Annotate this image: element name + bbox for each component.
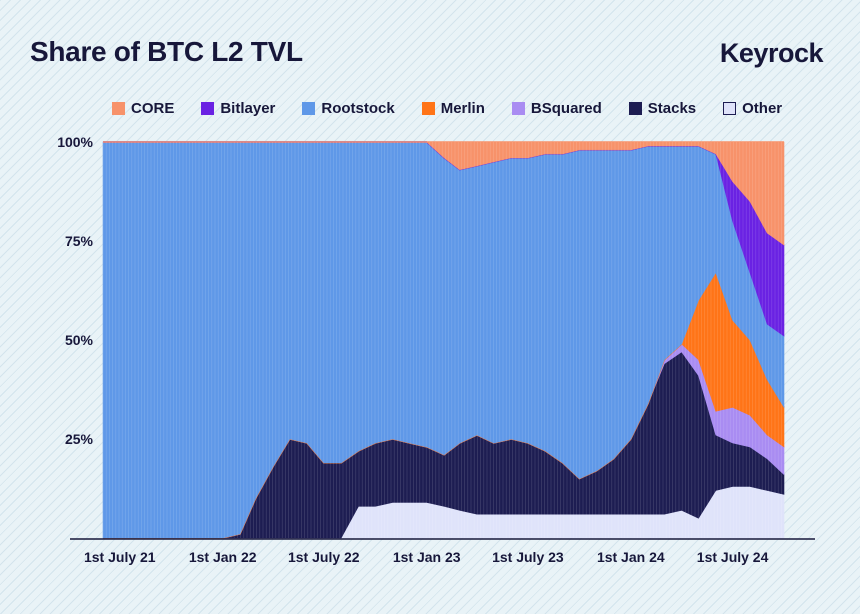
legend: CORE Bitlayer Rootstock Merlin BSquared Stack… <box>112 100 809 117</box>
legend-item-other: Other <box>723 100 782 117</box>
legend-label-other: Other <box>742 100 783 117</box>
legend-label-stacks: Stacks <box>647 100 697 117</box>
area-series-group <box>102 141 785 539</box>
legend-item-merlin: Merlin <box>421 100 485 117</box>
legend-label-bsquared: BSquared <box>530 100 602 117</box>
brand-logo: Keyrock <box>719 38 824 68</box>
legend-swatch-bsquared <box>511 102 525 115</box>
legend-item-stacks: Stacks <box>628 100 697 117</box>
legend-label-bitlayer: Bitlayer <box>220 100 276 117</box>
y-tick-label: 75% <box>65 233 94 249</box>
legend-item-core: CORE <box>112 100 174 117</box>
legend-swatch-stacks <box>628 102 642 115</box>
x-tick-label: 1st Jan 23 <box>393 549 461 565</box>
x-tick-label: 1st July 23 <box>492 549 564 565</box>
legend-swatch-rootstock <box>302 102 316 115</box>
x-tick-label: 1st July 22 <box>288 549 360 565</box>
chart-title: Share of BTC L2 TVL <box>30 36 303 67</box>
legend-swatch-bitlayer <box>201 102 215 115</box>
legend-swatch-core <box>112 102 125 115</box>
legend-label-merlin: Merlin <box>440 100 485 117</box>
x-tick-label: 1st Jan 22 <box>189 549 257 565</box>
bar-texture <box>102 142 782 538</box>
x-tick-label: 1st July 24 <box>697 549 769 565</box>
y-tick-label: 50% <box>65 332 94 348</box>
legend-swatch-merlin <box>421 102 435 115</box>
legend-label-core: CORE <box>131 100 175 117</box>
legend-label-rootstock: Rootstock <box>321 100 395 117</box>
legend-item-bitlayer: Bitlayer <box>201 100 275 117</box>
x-tick-label: 1st July 21 <box>84 549 156 565</box>
y-tick-label: 100% <box>57 134 93 150</box>
y-tick-label: 25% <box>65 431 94 447</box>
legend-item-rootstock: Rootstock <box>302 100 395 117</box>
x-tick-label: 1st Jan 24 <box>597 549 665 565</box>
legend-item-bsquared: BSquared <box>511 100 602 117</box>
legend-swatch-other <box>723 102 737 115</box>
